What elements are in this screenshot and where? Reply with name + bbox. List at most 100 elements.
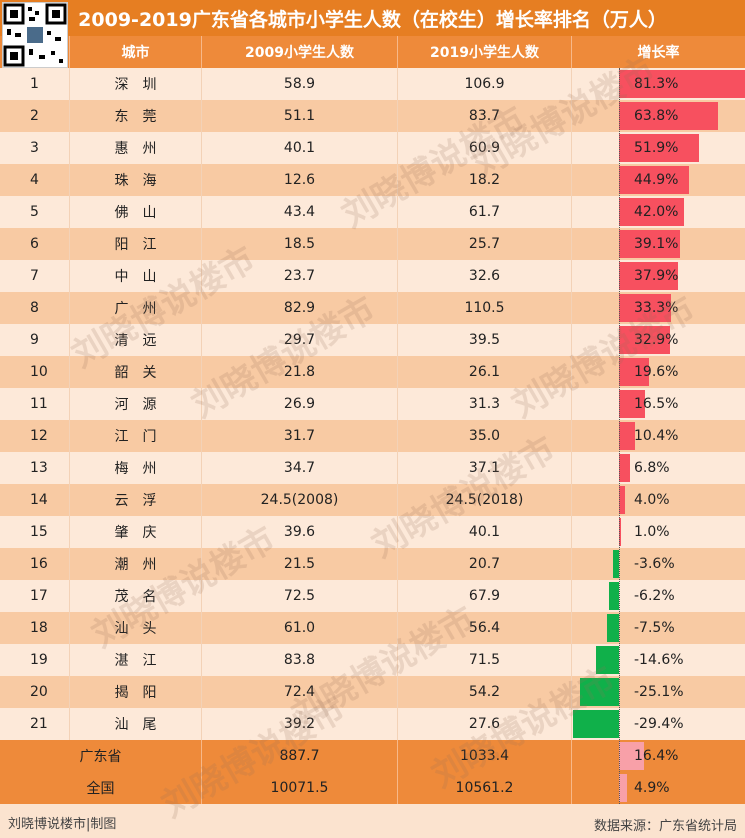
table-row: 19 湛江 83.8 71.5 -14.6%	[0, 644, 745, 676]
rate-label: 81.3%	[634, 76, 679, 92]
value-2009-cell: 21.8	[202, 356, 398, 388]
value-2009-cell: 29.7	[202, 324, 398, 356]
table-row: 3 惠州 40.1 60.9 51.9%	[0, 132, 745, 164]
summary-rate-label: 16.4%	[634, 748, 679, 764]
table-row: 12 江门 31.7 35.0 10.4%	[0, 420, 745, 452]
rate-label: 44.9%	[634, 172, 679, 188]
value-2009-cell: 39.6	[202, 516, 398, 548]
value-2009-cell: 31.7	[202, 420, 398, 452]
city-cell: 揭阳	[70, 676, 202, 708]
table-row: 8 广州 82.9 110.5 33.3%	[0, 292, 745, 324]
rate-cell: 1.0%	[572, 516, 745, 548]
city-cell: 惠州	[70, 132, 202, 164]
rate-label: -29.4%	[634, 716, 684, 732]
rank-cell: 18	[0, 612, 70, 644]
value-2009-cell: 23.7	[202, 260, 398, 292]
value-2009-cell: 82.9	[202, 292, 398, 324]
rate-cell: 4.0%	[572, 484, 745, 516]
value-2019-cell: 31.3	[398, 388, 572, 420]
city-cell: 珠海	[70, 164, 202, 196]
table-body: 1 深圳 58.9 106.9 81.3% 2 东莞 51.1 83.7 63.8% 3 惠州 40.1…	[0, 68, 745, 740]
table-row: 5 佛山 43.4 61.7 42.0%	[0, 196, 745, 228]
rate-label: 4.0%	[634, 492, 670, 508]
header-city: 城市	[70, 36, 202, 68]
value-2009-cell: 58.9	[202, 68, 398, 100]
rate-cell: 39.1%	[572, 228, 745, 260]
header-2009: 2009小学生人数	[202, 36, 398, 68]
value-2019-cell: 25.7	[398, 228, 572, 260]
value-2009-cell: 12.6	[202, 164, 398, 196]
value-2009-cell: 26.9	[202, 388, 398, 420]
rate-label: 51.9%	[634, 140, 679, 156]
rate-cell: 81.3%	[572, 68, 745, 100]
growth-bar-positive	[619, 70, 745, 98]
rank-cell: 7	[0, 260, 70, 292]
rank-cell: 17	[0, 580, 70, 612]
table-row: 15 肇庆 39.6 40.1 1.0%	[0, 516, 745, 548]
city-cell: 汕头	[70, 612, 202, 644]
city-cell: 汕尾	[70, 708, 202, 740]
rate-label: 63.8%	[634, 108, 679, 124]
rate-cell: -14.6%	[572, 644, 745, 676]
rank-cell: 5	[0, 196, 70, 228]
value-2009-cell: 72.4	[202, 676, 398, 708]
zero-axis-line	[619, 68, 620, 804]
city-cell: 潮州	[70, 548, 202, 580]
rate-label: 1.0%	[634, 524, 670, 540]
growth-bar-positive	[619, 134, 700, 162]
city-cell: 河源	[70, 388, 202, 420]
table-row: 17 茂名 72.5 67.9 -6.2%	[0, 580, 745, 612]
city-cell: 深圳	[70, 68, 202, 100]
value-2019-cell: 24.5(2018)	[398, 484, 572, 516]
rank-cell: 6	[0, 228, 70, 260]
value-2019-cell: 32.6	[398, 260, 572, 292]
value-2019-cell: 56.4	[398, 612, 572, 644]
rank-cell: 16	[0, 548, 70, 580]
rate-cell: 33.3%	[572, 292, 745, 324]
value-2019-cell: 54.2	[398, 676, 572, 708]
value-2009-cell: 34.7	[202, 452, 398, 484]
growth-bar-positive	[619, 454, 630, 482]
city-cell: 佛山	[70, 196, 202, 228]
table-row: 9 清远 29.7 39.5 32.9%	[0, 324, 745, 356]
table-row: 21 汕尾 39.2 27.6 -29.4%	[0, 708, 745, 740]
rate-cell: -3.6%	[572, 548, 745, 580]
value-2019-cell: 60.9	[398, 132, 572, 164]
table-row: 4 珠海 12.6 18.2 44.9%	[0, 164, 745, 196]
value-2019-cell: 106.9	[398, 68, 572, 100]
value-2019-cell: 40.1	[398, 516, 572, 548]
city-cell: 韶关	[70, 356, 202, 388]
rate-cell: 19.6%	[572, 356, 745, 388]
growth-bar-positive	[619, 774, 627, 802]
growth-bar-negative	[573, 710, 619, 738]
page-title: 2009-2019广东省各城市小学生人数（在校生）增长率排名（万人）	[0, 0, 745, 36]
value-2009-cell: 18.5	[202, 228, 398, 260]
table-row: 1 深圳 58.9 106.9 81.3%	[0, 68, 745, 100]
header-rank	[0, 36, 70, 68]
value-2009-cell: 40.1	[202, 132, 398, 164]
table-row: 10 韶关 21.8 26.1 19.6%	[0, 356, 745, 388]
value-2009-cell: 72.5	[202, 580, 398, 612]
header-2019: 2019小学生人数	[398, 36, 572, 68]
rank-cell: 3	[0, 132, 70, 164]
rank-cell: 9	[0, 324, 70, 356]
rank-cell: 2	[0, 100, 70, 132]
rate-label: 19.6%	[634, 364, 679, 380]
rank-cell: 11	[0, 388, 70, 420]
table-row: 7 中山 23.7 32.6 37.9%	[0, 260, 745, 292]
header-rate: 增长率	[637, 45, 680, 61]
value-2019-cell: 61.7	[398, 196, 572, 228]
rank-cell: 19	[0, 644, 70, 676]
value-2009-cell: 21.5	[202, 548, 398, 580]
rank-cell: 8	[0, 292, 70, 324]
growth-bar-negative	[613, 550, 619, 578]
table-row: 6 阳江 18.5 25.7 39.1%	[0, 228, 745, 260]
rate-cell: 63.8%	[572, 100, 745, 132]
rate-label: 37.9%	[634, 268, 679, 284]
growth-bar-negative	[579, 678, 619, 706]
rank-cell: 1	[0, 68, 70, 100]
rate-cell: -25.1%	[572, 676, 745, 708]
growth-bar-positive	[619, 230, 680, 258]
rate-label: -25.1%	[634, 684, 684, 700]
rate-label: 32.9%	[634, 332, 679, 348]
